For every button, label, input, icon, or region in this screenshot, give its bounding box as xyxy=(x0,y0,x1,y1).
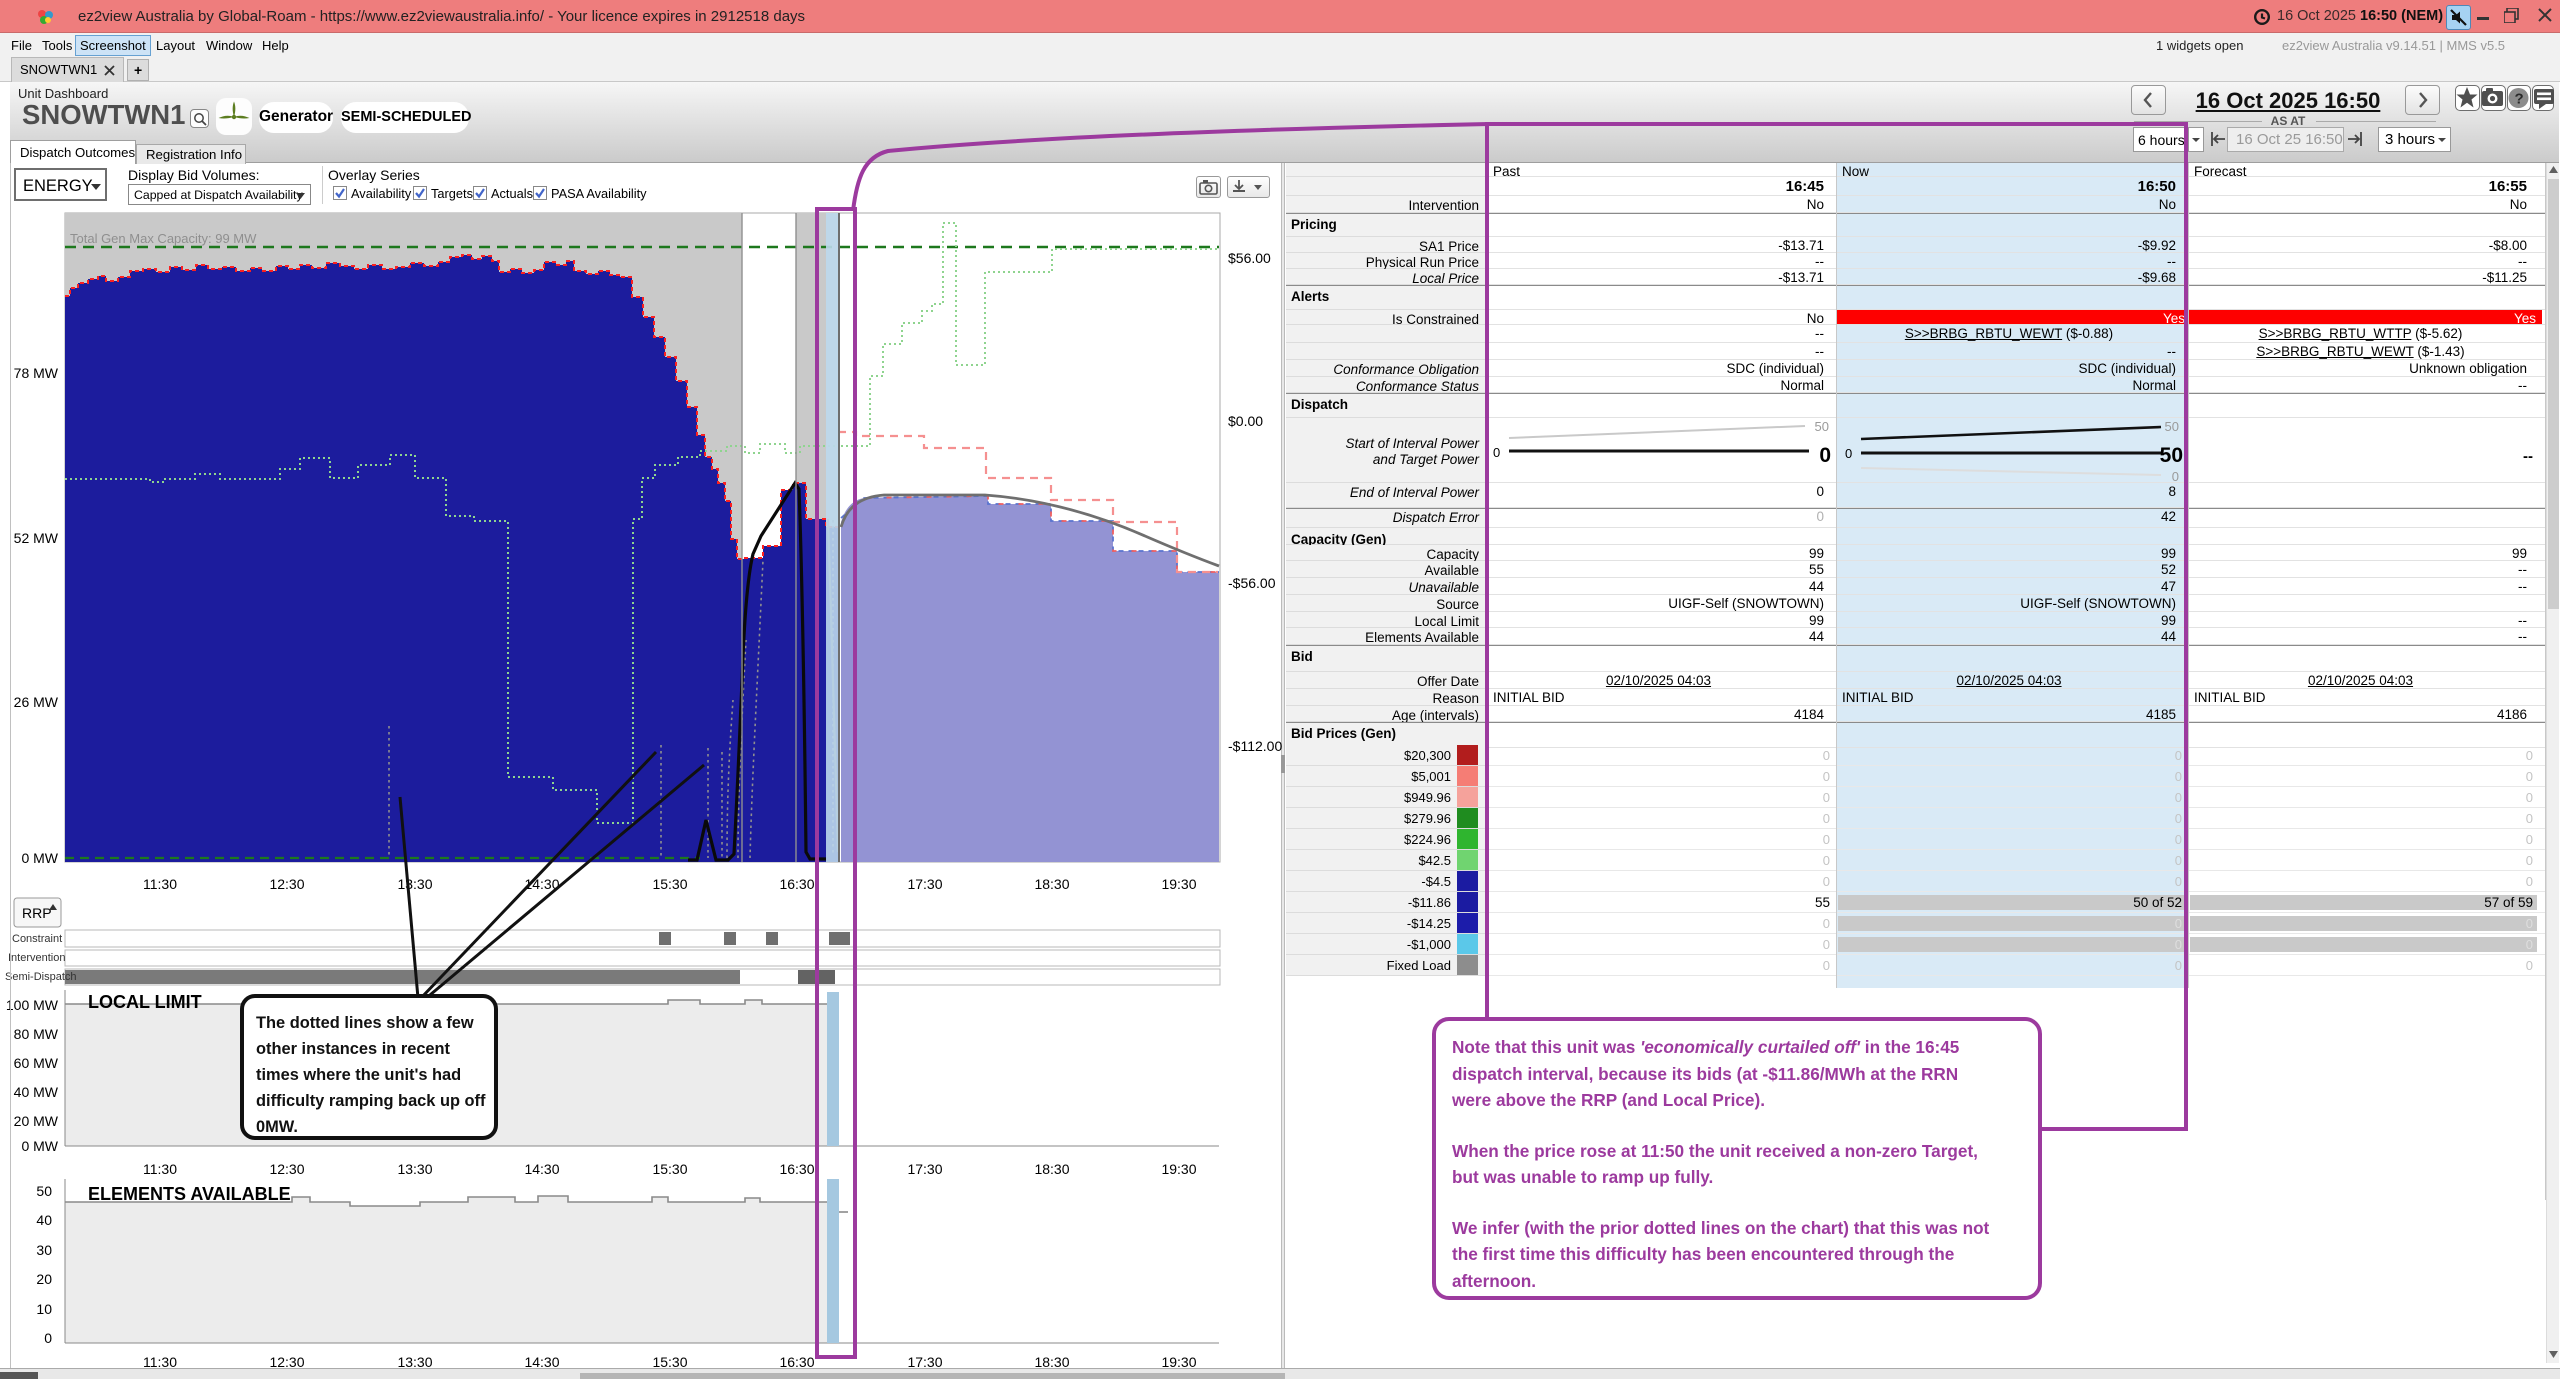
svg-text:78 MW: 78 MW xyxy=(14,365,59,381)
svg-text:$0.00: $0.00 xyxy=(1228,413,1263,429)
svg-text:12:30: 12:30 xyxy=(269,1161,304,1177)
svg-text:16:30: 16:30 xyxy=(779,1161,814,1177)
svg-text:60 MW: 60 MW xyxy=(14,1055,59,1071)
svg-text:19:30: 19:30 xyxy=(1161,1161,1196,1177)
svg-text:LOCAL LIMIT: LOCAL LIMIT xyxy=(88,992,202,1012)
svg-text:52 MW: 52 MW xyxy=(14,530,59,546)
svg-text:Semi-Dispatch: Semi-Dispatch xyxy=(5,971,77,983)
svg-text:26 MW: 26 MW xyxy=(14,694,59,710)
svg-text:11:30: 11:30 xyxy=(143,876,177,892)
svg-text:15:30: 15:30 xyxy=(652,1354,687,1370)
svg-text:18:30: 18:30 xyxy=(1034,1161,1069,1177)
svg-text:14:30: 14:30 xyxy=(524,1161,559,1177)
svg-text:100 MW: 100 MW xyxy=(6,997,59,1013)
svg-text:19:30: 19:30 xyxy=(1161,1354,1196,1370)
svg-text:0 MW: 0 MW xyxy=(21,1138,58,1154)
svg-text:$56.00: $56.00 xyxy=(1228,250,1271,266)
svg-text:0 MW: 0 MW xyxy=(21,850,58,866)
svg-text:11:30: 11:30 xyxy=(143,1161,177,1177)
svg-text:20: 20 xyxy=(36,1271,52,1287)
svg-text:--: -- xyxy=(2523,448,2533,465)
svg-text:13:30: 13:30 xyxy=(397,876,432,892)
svg-text:16:30: 16:30 xyxy=(779,1354,814,1370)
svg-text:18:30: 18:30 xyxy=(1034,1354,1069,1370)
svg-text:-$56.00: -$56.00 xyxy=(1228,575,1276,591)
svg-text:80 MW: 80 MW xyxy=(14,1026,59,1042)
svg-text:11:30: 11:30 xyxy=(143,1354,177,1370)
svg-text:17:30: 17:30 xyxy=(907,1354,942,1370)
svg-text:40: 40 xyxy=(36,1212,52,1228)
svg-text:?: ? xyxy=(2515,91,2524,108)
svg-text:13:30: 13:30 xyxy=(397,1161,432,1177)
svg-text:Total Gen Max Capacity: 99 MW: Total Gen Max Capacity: 99 MW xyxy=(70,231,257,246)
svg-text:12:30: 12:30 xyxy=(269,1354,304,1370)
svg-text:16:30: 16:30 xyxy=(779,876,814,892)
svg-text:Intervention: Intervention xyxy=(8,952,65,964)
svg-text:15:30: 15:30 xyxy=(652,876,687,892)
svg-text:15:30: 15:30 xyxy=(652,1161,687,1177)
svg-text:19:30: 19:30 xyxy=(1161,876,1196,892)
svg-text:12:30: 12:30 xyxy=(269,876,304,892)
svg-text:14:30: 14:30 xyxy=(524,1354,559,1370)
svg-text:30: 30 xyxy=(36,1242,52,1258)
svg-text:RRP: RRP xyxy=(22,905,52,921)
svg-text:50: 50 xyxy=(36,1183,52,1199)
svg-text:17:30: 17:30 xyxy=(907,876,942,892)
svg-text:0: 0 xyxy=(44,1330,52,1346)
svg-text:10: 10 xyxy=(36,1301,52,1317)
svg-text:-$112.00: -$112.00 xyxy=(1228,738,1282,754)
svg-text:ELEMENTS AVAILABLE: ELEMENTS AVAILABLE xyxy=(88,1184,291,1204)
svg-text:40 MW: 40 MW xyxy=(14,1084,59,1100)
svg-text:18:30: 18:30 xyxy=(1034,876,1069,892)
svg-text:13:30: 13:30 xyxy=(397,1354,432,1370)
svg-text:17:30: 17:30 xyxy=(907,1161,942,1177)
svg-text:Constraint: Constraint xyxy=(12,933,62,945)
svg-text:20 MW: 20 MW xyxy=(14,1113,59,1129)
